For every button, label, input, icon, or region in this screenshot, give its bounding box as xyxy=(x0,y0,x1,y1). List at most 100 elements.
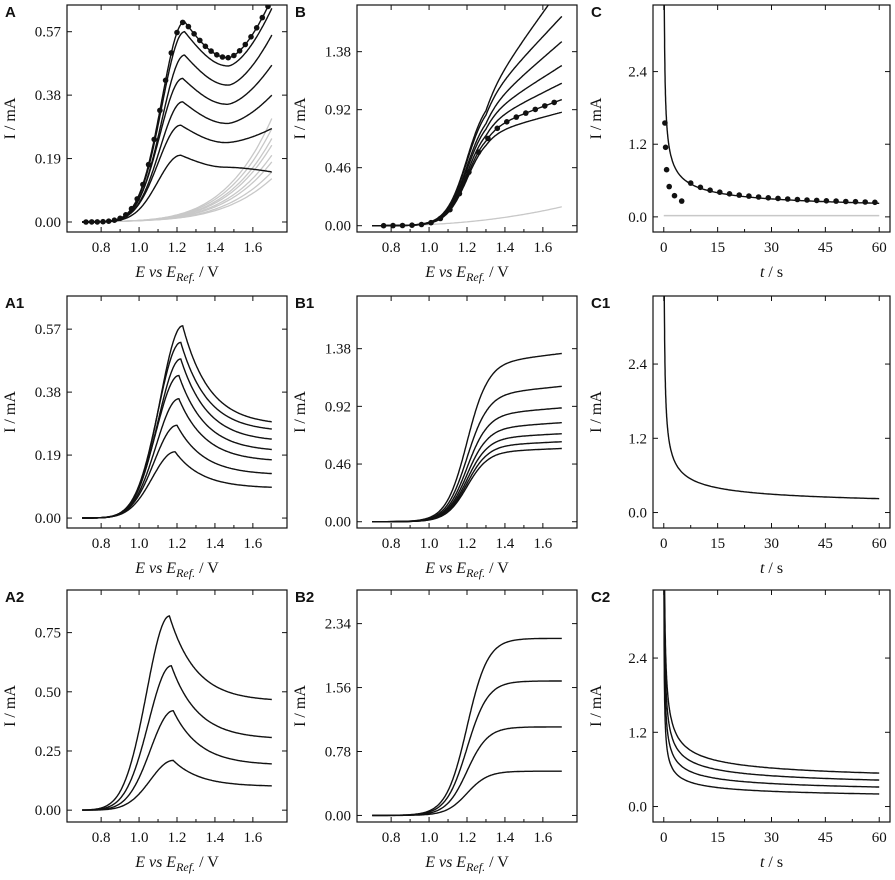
background-series xyxy=(82,128,273,223)
x-axis-label: E vs ERef. / V xyxy=(424,264,509,284)
data-point xyxy=(225,54,231,61)
data-point xyxy=(380,222,387,229)
panel-label: A2 xyxy=(5,589,24,606)
plot-area xyxy=(372,5,563,229)
series-line xyxy=(372,680,562,817)
x-tick-label: 1.2 xyxy=(168,830,187,846)
x-tick-label: 1.2 xyxy=(458,536,477,552)
data-point xyxy=(145,161,152,168)
data-point xyxy=(475,149,482,155)
series-line xyxy=(663,590,880,795)
x-tick-label: 1.2 xyxy=(168,536,187,552)
plot-frame xyxy=(652,4,891,233)
data-point xyxy=(253,25,260,31)
data-point xyxy=(88,219,95,225)
data-point xyxy=(726,191,733,197)
x-axis-label: E vs ERef. / V xyxy=(424,560,509,580)
series-line xyxy=(82,94,273,223)
plot-frame xyxy=(652,295,891,529)
series-line xyxy=(663,590,880,788)
x-axis-label: E vs ERef. / V xyxy=(424,854,509,874)
data-point xyxy=(123,212,129,218)
x-tick-label: 0 xyxy=(660,830,668,846)
data-point xyxy=(265,5,271,10)
series-line xyxy=(82,709,272,811)
y-tick-label: 2.4 xyxy=(628,357,647,373)
y-tick-label: 0.0 xyxy=(628,506,647,522)
data-point xyxy=(214,52,220,58)
series-line xyxy=(82,451,272,519)
data-point xyxy=(151,136,157,143)
series-line xyxy=(372,422,562,523)
data-point xyxy=(202,43,209,50)
data-point xyxy=(111,217,118,223)
x-tick-label: 1.6 xyxy=(533,830,552,846)
data-point xyxy=(94,219,101,225)
series-line xyxy=(82,424,272,519)
panel-label: B2 xyxy=(295,589,314,606)
data-point xyxy=(83,219,89,225)
x-tick-label: 45 xyxy=(818,830,833,846)
y-tick-label: 1.2 xyxy=(628,725,647,741)
panel-label: C1 xyxy=(591,295,610,312)
x-tick-label: 1.0 xyxy=(420,830,439,846)
x-tick-label: 1.6 xyxy=(533,536,552,552)
data-point xyxy=(532,106,539,113)
data-point xyxy=(542,103,548,109)
data-point xyxy=(755,194,762,200)
data-point xyxy=(775,195,781,202)
y-tick-label: 0.57 xyxy=(35,322,62,338)
x-tick-label: 60 xyxy=(872,240,887,256)
data-point xyxy=(248,34,254,40)
series-line xyxy=(82,341,272,519)
data-point xyxy=(813,197,820,204)
y-tick-label: 0.78 xyxy=(325,744,351,760)
data-point xyxy=(485,135,491,142)
data-point xyxy=(736,192,742,198)
background-series xyxy=(82,161,273,223)
panel-label: C2 xyxy=(591,589,610,606)
x-tick-label: 0.8 xyxy=(382,240,401,256)
x-tick-label: 30 xyxy=(764,830,779,846)
x-tick-label: 0 xyxy=(660,240,668,256)
plot-area xyxy=(372,352,562,523)
data-point xyxy=(456,190,463,197)
y-tick-label: 0.00 xyxy=(35,215,61,231)
data-point xyxy=(105,218,112,224)
x-tick-label: 1.0 xyxy=(130,830,149,846)
plot-frame xyxy=(356,4,578,233)
x-tick-label: 1.4 xyxy=(496,830,515,846)
data-point xyxy=(437,215,444,222)
x-axis-label: t / s xyxy=(760,854,783,871)
x-tick-label: 45 xyxy=(818,240,833,256)
x-tick-label: 0.8 xyxy=(382,830,401,846)
panel-a: A 0.8 1.0 1.2 1.4 1.6 0.00 0.19 0.38 0.57 E vs ERe… xyxy=(2,4,288,284)
x-tick-label: 0 xyxy=(660,536,668,552)
y-tick-label: 1.38 xyxy=(325,45,351,61)
y-tick-label: 1.56 xyxy=(325,681,352,697)
x-tick-label: 1.4 xyxy=(206,536,225,552)
y-axis-label: I / mA xyxy=(2,97,19,139)
y-axis-label: I / mA xyxy=(292,391,309,433)
y-tick-label: 0.38 xyxy=(35,385,61,401)
data-point xyxy=(409,222,415,228)
data-point xyxy=(663,166,670,173)
y-tick-label: 0.75 xyxy=(35,626,61,642)
x-axis-label: E vs ERef. / V xyxy=(134,264,219,284)
y-tick-label: 0.00 xyxy=(325,808,351,824)
x-tick-label: 15 xyxy=(710,536,725,552)
data-point xyxy=(804,197,810,203)
series-line xyxy=(372,352,562,523)
series-line xyxy=(372,64,563,227)
x-tick-label: 1.0 xyxy=(420,536,439,552)
panel-label: A1 xyxy=(5,295,24,312)
x-tick-label: 1.2 xyxy=(458,830,477,846)
series-line xyxy=(82,665,272,811)
data-point xyxy=(399,222,406,229)
data-point xyxy=(162,77,169,84)
plot-area xyxy=(82,615,272,811)
series-line xyxy=(372,433,562,523)
panel-label: C xyxy=(591,4,602,21)
data-point xyxy=(794,196,801,203)
data-point xyxy=(862,199,868,205)
